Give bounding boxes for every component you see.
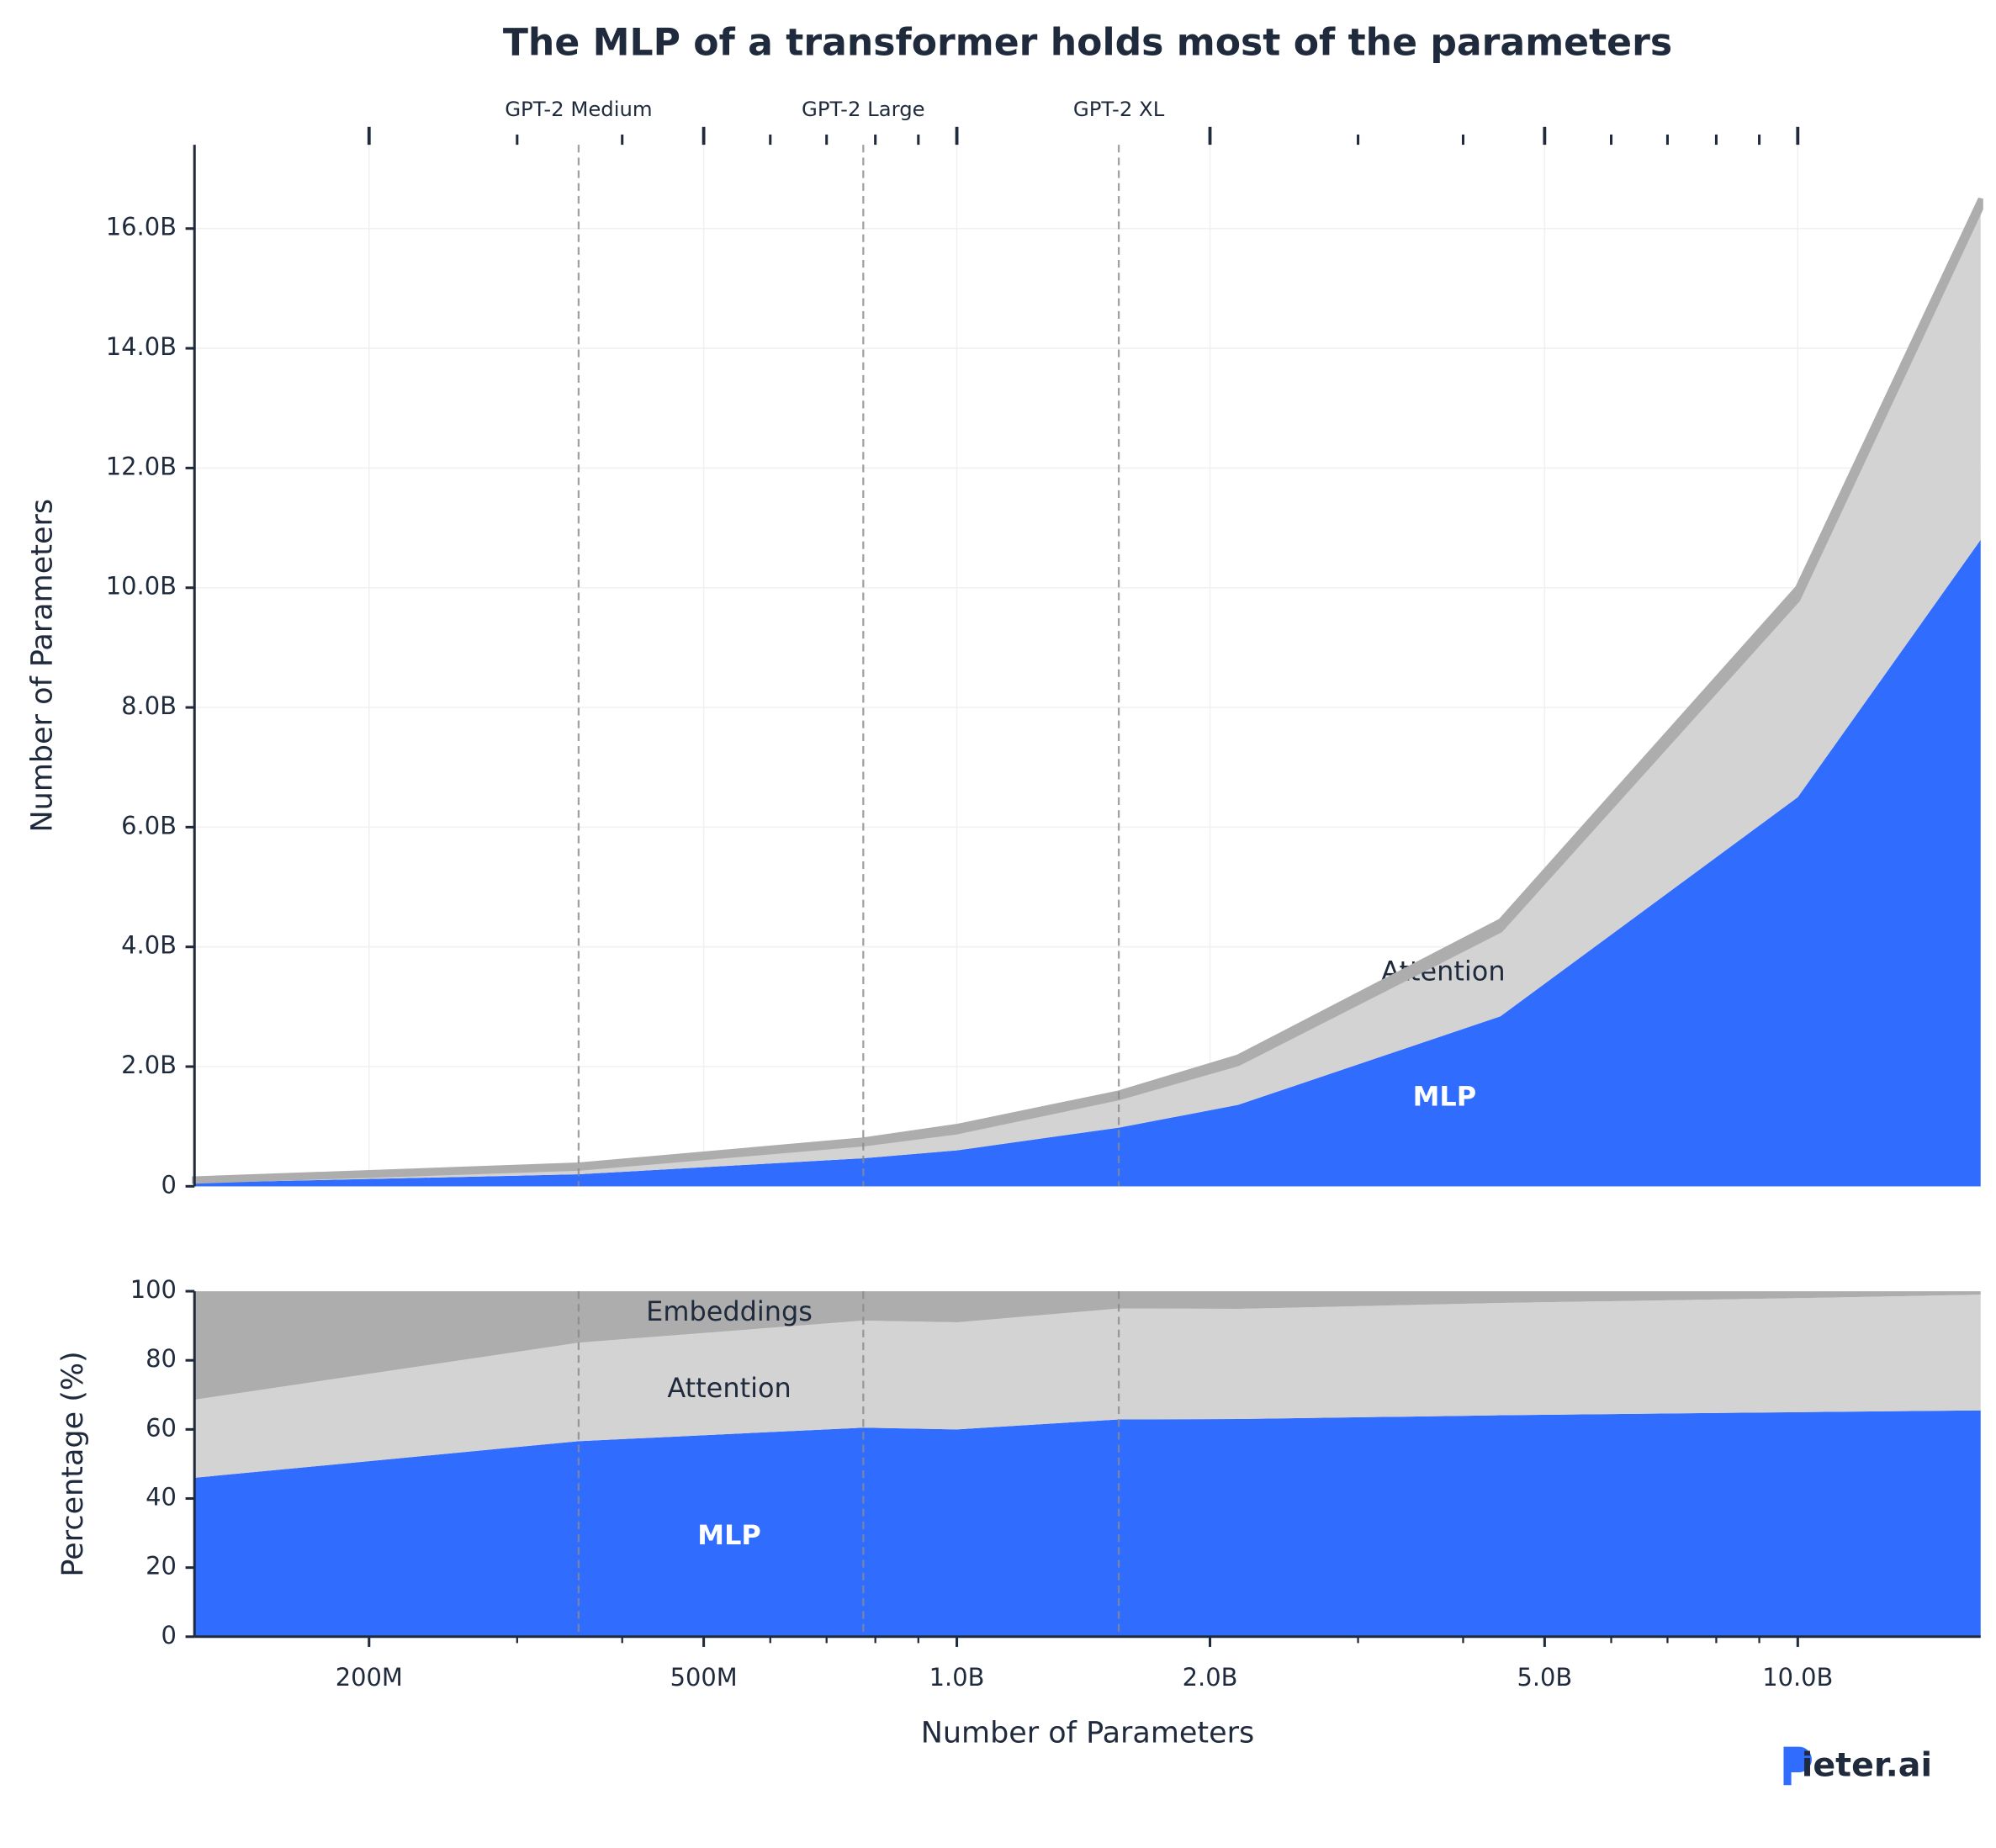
area-label: MLP	[1413, 1080, 1477, 1112]
y-tick-label: 60	[146, 1413, 177, 1442]
reference-label: GPT-2 Medium	[505, 97, 652, 121]
area	[194, 209, 1981, 1183]
y-tick-label: 10.0B	[106, 572, 177, 601]
x-tick-label: 500M	[670, 1663, 738, 1692]
y-tick-label: 16.0B	[106, 213, 177, 241]
x-tick-label: 1.0B	[929, 1663, 985, 1692]
y-axis-label: Percentage (%)	[56, 1351, 90, 1576]
area	[194, 1295, 1981, 1478]
y-tick-label: 6.0B	[121, 811, 177, 839]
logo: ieter.ai	[1783, 1745, 1932, 1786]
x-axis-label: Number of Parameters	[921, 1716, 1255, 1750]
reference-label: GPT-2 Large	[802, 97, 925, 121]
chart-title: The MLP of a transformer holds most of t…	[503, 21, 1672, 64]
area	[194, 539, 1981, 1187]
x-tick-label: 200M	[336, 1663, 403, 1692]
y-tick-label: 20	[146, 1552, 177, 1581]
area-label: MLP	[697, 1519, 761, 1551]
area-label: Embeddings	[646, 1295, 813, 1327]
y-tick-label: 40	[146, 1482, 177, 1511]
y-tick-label: 2.0B	[121, 1051, 177, 1079]
area	[194, 1291, 1981, 1401]
x-tick-label: 5.0B	[1517, 1663, 1572, 1692]
area	[194, 1410, 1981, 1637]
y-tick-label: 8.0B	[121, 691, 177, 720]
y-tick-label: 12.0B	[106, 452, 177, 480]
y-axis-label: Number of Parameters	[26, 499, 60, 833]
area-label: Attention	[667, 1372, 791, 1404]
x-tick-label: 10.0B	[1762, 1663, 1833, 1692]
y-tick-label: 0	[161, 1170, 177, 1199]
y-tick-label: 100	[130, 1275, 177, 1304]
logo-icon	[1783, 1746, 1812, 1786]
reference-label: GPT-2 XL	[1073, 97, 1165, 121]
y-tick-label: 14.0B	[106, 332, 177, 361]
logo-text: ieter.ai	[1802, 1745, 1932, 1784]
y-tick-label: 4.0B	[121, 931, 177, 960]
y-tick-label: 80	[146, 1344, 177, 1373]
y-tick-label: 0	[161, 1621, 177, 1649]
x-tick-label: 2.0B	[1183, 1663, 1238, 1692]
